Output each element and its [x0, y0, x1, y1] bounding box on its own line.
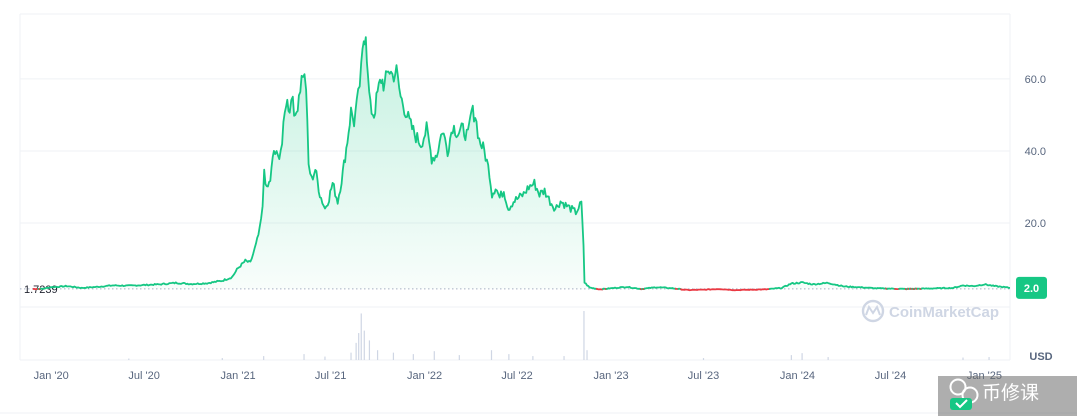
- volume-bar: [508, 354, 510, 360]
- currency-unit-label: USD: [1029, 351, 1052, 363]
- volume-bar: [221, 358, 223, 360]
- volume-bar: [412, 354, 414, 360]
- price-line-above-ref: [605, 285, 642, 291]
- volume-bar: [263, 356, 265, 360]
- x-tick-label: Jan '22: [407, 370, 442, 382]
- watermark-brand-text: CoinMarketCap: [889, 304, 999, 321]
- x-axis-ticks: Jan '20 Jul '20 Jan '21 Jul '21 Jan '22 Jul '…: [34, 370, 1002, 382]
- volume-bar: [368, 340, 371, 360]
- volume-bar: [801, 353, 803, 360]
- volume-bar: [563, 356, 565, 360]
- coinmarketcap-logo-icon: [861, 299, 885, 323]
- volume-bar: [988, 357, 990, 360]
- x-tick-label: Jul '23: [688, 370, 719, 382]
- volume-bar: [392, 352, 395, 360]
- price-line-above-ref: [39, 36, 598, 291]
- volume-bar: [490, 350, 493, 360]
- channel-name-text: 币修课: [982, 382, 1039, 404]
- svg-text:2.0: 2.0: [1024, 283, 1039, 295]
- volume-bar: [458, 355, 460, 360]
- reference-price-label: 1.7239: [24, 284, 58, 296]
- y-axis-ticks: 20.0 40.0 60.0: [1025, 74, 1046, 230]
- volume-bar: [358, 333, 360, 360]
- volume-bar: [433, 351, 435, 360]
- volume-bars: [128, 311, 990, 360]
- price-line-above-ref: [886, 287, 896, 290]
- y-tick-label: 60.0: [1025, 74, 1046, 86]
- volume-bar: [962, 357, 964, 360]
- volume-bar: [303, 354, 305, 360]
- volume-bar: [363, 330, 365, 360]
- current-price-badge: 2.0: [1016, 276, 1047, 299]
- volume-bar: [586, 350, 588, 360]
- volume-bar: [827, 357, 829, 360]
- x-tick-label: Jul '24: [875, 370, 906, 382]
- price-line-above-ref: [643, 286, 677, 290]
- x-tick-label: Jan '23: [593, 370, 628, 382]
- channel-overlay: 币修课: [938, 376, 1077, 416]
- x-tick-label: Jan '21: [221, 370, 256, 382]
- volume-bar: [355, 342, 357, 360]
- volume-bar: [702, 358, 705, 360]
- x-tick-label: Jul '22: [501, 370, 532, 382]
- volume-bar: [376, 350, 379, 360]
- volume-bar: [350, 352, 352, 360]
- x-tick-label: Jul '20: [128, 370, 159, 382]
- x-tick-label: Jul '21: [315, 370, 346, 382]
- volume-bar: [532, 356, 534, 360]
- volume-bar: [790, 355, 792, 360]
- volume-bar: [128, 358, 130, 360]
- volume-bar: [583, 311, 585, 360]
- x-tick-label: Jan '20: [34, 370, 69, 382]
- y-tick-label: 20.0: [1025, 218, 1046, 230]
- price-line: [32, 36, 1010, 292]
- price-line-below-ref: [679, 287, 771, 292]
- x-tick-label: Jan '24: [780, 370, 815, 382]
- price-area-fill: [32, 37, 1011, 289]
- volume-bar: [324, 356, 326, 360]
- coinmarketcap-watermark: CoinMarketCap: [861, 299, 999, 323]
- price-line-above-ref: [920, 283, 1010, 290]
- wechat-channel-icon: [949, 378, 979, 410]
- price-line-above-ref: [768, 281, 888, 290]
- volume-bar: [360, 313, 362, 360]
- y-tick-label: 40.0: [1025, 146, 1046, 158]
